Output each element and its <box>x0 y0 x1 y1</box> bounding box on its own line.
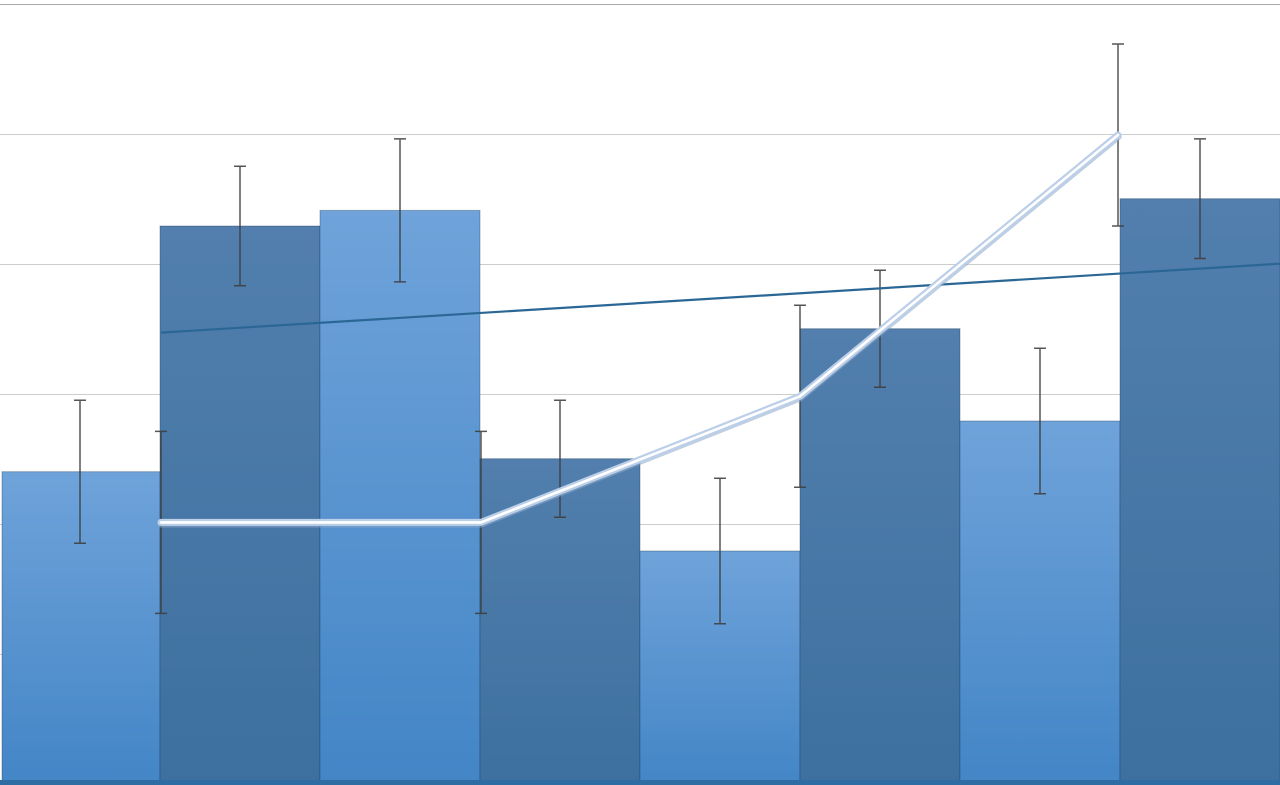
bar <box>799 328 961 785</box>
error-bar <box>1194 138 1206 260</box>
thin-trend-line <box>160 262 1280 334</box>
bar <box>159 225 321 785</box>
line-error-bars <box>155 43 1124 615</box>
thick-trend-line <box>157 131 1122 528</box>
error-bar <box>714 477 726 625</box>
error-bar <box>394 138 406 283</box>
error-bar <box>234 165 246 287</box>
thin-line-path <box>160 262 1280 334</box>
bar-error-bars <box>74 138 1206 625</box>
bar <box>1 471 161 785</box>
error-bar <box>1034 347 1046 495</box>
error-bar <box>74 399 86 544</box>
thick-line-core <box>159 133 1120 524</box>
bar-series <box>1 198 1280 785</box>
bar <box>319 209 481 785</box>
axis-line <box>0 780 1280 785</box>
error-bar <box>554 399 566 518</box>
x-axis-band <box>0 780 1280 785</box>
bar <box>1119 198 1280 785</box>
